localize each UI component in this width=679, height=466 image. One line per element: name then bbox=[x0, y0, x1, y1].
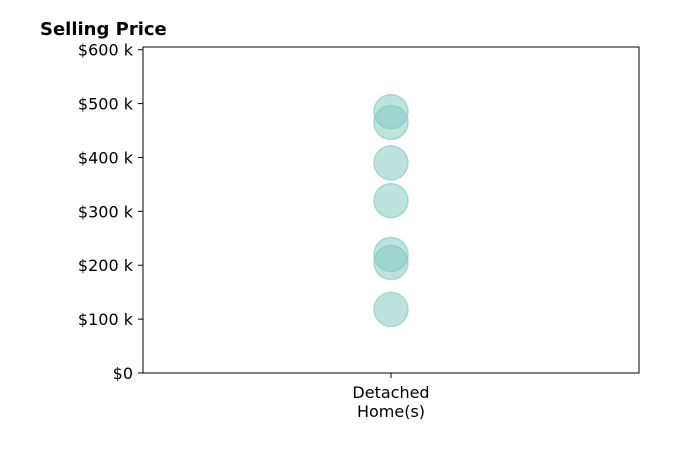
data-point bbox=[373, 145, 409, 181]
data-point bbox=[373, 104, 409, 141]
y-tick-label: $600 k bbox=[78, 41, 134, 60]
y-tick-label: $500 k bbox=[78, 95, 134, 114]
data-point bbox=[373, 182, 409, 219]
plot-area: $0 $100 k $200 k $300 k $400 k $500 k $600 k De… bbox=[78, 41, 640, 421]
x-tick-label-line: Home(s) bbox=[357, 402, 425, 421]
x-tick-label: Detached Home(s) bbox=[352, 383, 429, 421]
data-point bbox=[373, 244, 409, 281]
y-tick-label: $200 k bbox=[78, 256, 134, 275]
data-point bbox=[373, 291, 409, 328]
x-tick-label-line: Detached bbox=[352, 383, 429, 402]
y-tick-label: $400 k bbox=[78, 148, 134, 167]
y-tick-label: $0 bbox=[113, 364, 133, 383]
y-tick-label: $100 k bbox=[78, 310, 134, 329]
y-tick-label: $300 k bbox=[78, 202, 134, 221]
chart-title: Selling Price bbox=[40, 19, 167, 40]
